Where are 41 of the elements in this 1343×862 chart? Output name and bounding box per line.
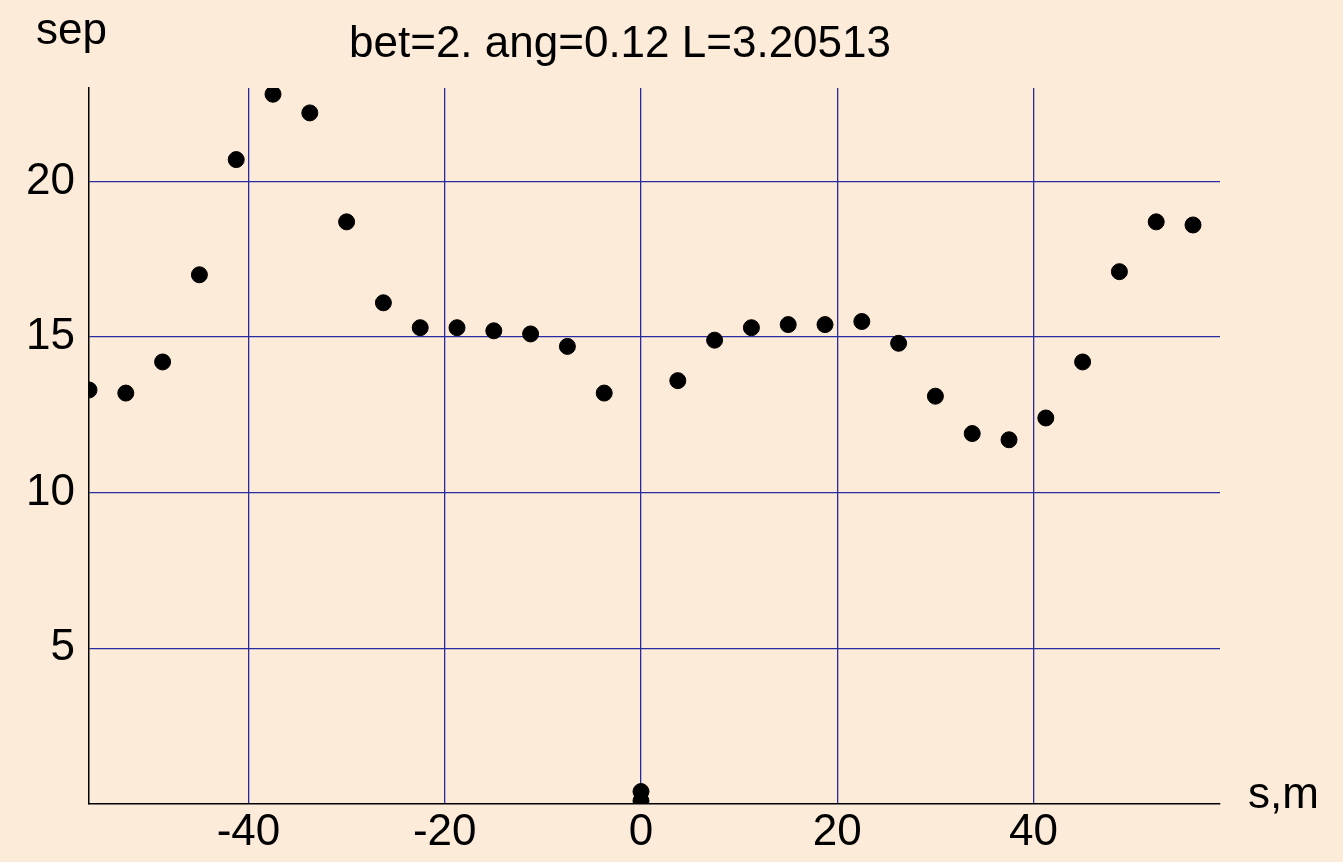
x-axis-title: s,m (1248, 768, 1319, 818)
point (301, 104, 319, 122)
point (706, 331, 724, 349)
point (1074, 353, 1092, 371)
y-tick-label: 20 (26, 153, 75, 203)
point (1110, 263, 1128, 281)
point (1147, 213, 1165, 231)
x-tick-label: 0 (628, 804, 654, 854)
x-tick-label: -40 (216, 804, 281, 854)
point (522, 325, 540, 343)
point (926, 387, 944, 405)
x-tick-label: -20 (412, 804, 477, 854)
chart-title: bet=2. ang=0.12 L=3.20513 (349, 17, 891, 67)
point (190, 266, 208, 284)
point (338, 213, 356, 231)
point (742, 319, 760, 337)
point (264, 88, 282, 103)
point (963, 425, 981, 443)
x-tick-label: 20 (812, 804, 862, 854)
point (816, 316, 834, 334)
point (595, 384, 613, 402)
point (853, 312, 871, 330)
y-axis-title: sep (36, 4, 107, 54)
point (448, 319, 466, 337)
point (1184, 216, 1202, 234)
y-tick-label: 5 (50, 620, 75, 670)
point (779, 316, 797, 334)
point (558, 337, 576, 355)
point (669, 372, 687, 390)
point (1000, 431, 1018, 449)
point (1037, 409, 1055, 427)
point (485, 322, 503, 340)
y-tick-label: 15 (26, 309, 75, 359)
x-tick-label: 40 (1009, 804, 1059, 854)
point (227, 151, 245, 169)
point (890, 334, 908, 352)
point (154, 353, 172, 371)
y-tick-label: 10 (26, 464, 75, 514)
point (411, 319, 429, 337)
point (374, 294, 392, 312)
point (117, 384, 135, 402)
